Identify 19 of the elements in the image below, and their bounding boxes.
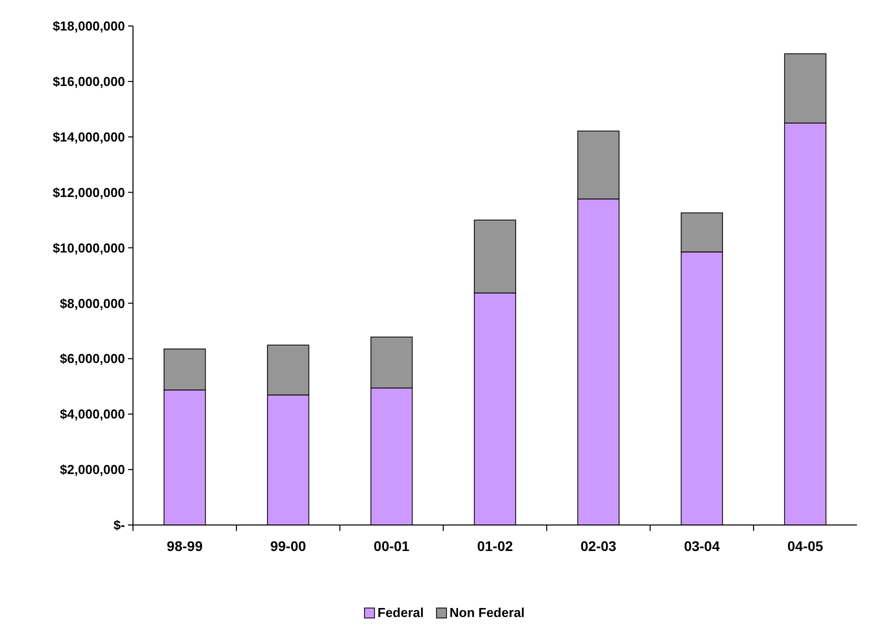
x-tick-label: 02-03 bbox=[580, 538, 617, 554]
legend-label: Federal bbox=[378, 605, 424, 620]
y-tick-label: $18,000,000 bbox=[52, 18, 125, 34]
x-tick-label: 98-99 bbox=[166, 538, 203, 554]
y-tick-label: $10,000,000 bbox=[52, 240, 125, 256]
x-tick-label: 01-02 bbox=[477, 538, 514, 554]
y-tick-label: $14,000,000 bbox=[52, 129, 125, 144]
y-tick-label: $- bbox=[113, 518, 125, 533]
y-tick-label: $4,000,000 bbox=[60, 406, 125, 422]
x-tick-label: 04-05 bbox=[787, 538, 824, 554]
y-tick-label: $8,000,000 bbox=[60, 296, 125, 311]
y-tick-label: $2,000,000 bbox=[60, 462, 125, 478]
x-tick-label: 99-00 bbox=[270, 538, 306, 554]
x-tick-label: 03-04 bbox=[684, 538, 720, 554]
x-tick-label: 00-01 bbox=[374, 538, 410, 554]
y-tick-label: $16,000,000 bbox=[52, 74, 125, 89]
y-tick-label: $6,000,000 bbox=[60, 351, 125, 366]
legend-label: Non Federal bbox=[450, 605, 525, 620]
y-tick-label: $12,000,000 bbox=[52, 184, 125, 200]
